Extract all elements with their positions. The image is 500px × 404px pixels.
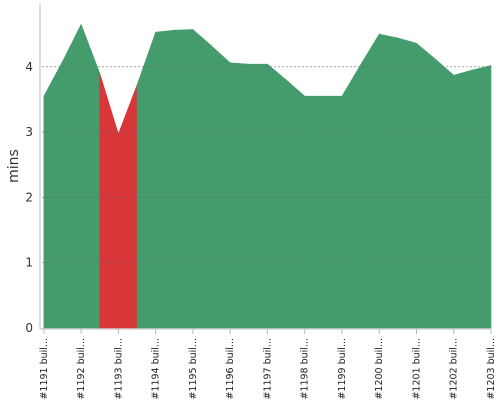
x-tick-label: #1198 buil... [300, 338, 311, 400]
area-segment-pass [304, 95, 324, 329]
y-axis-label: mins [6, 149, 22, 183]
area-segment-pass [192, 28, 212, 329]
area-layer [43, 24, 492, 329]
area-segment-pass [397, 37, 417, 329]
axis-layer: 0 1 2 3 4 #1191 buil... #1192 buil... #1193 bui… [25, 4, 497, 400]
area-segment-pass [453, 69, 473, 329]
area-segment-pass [229, 62, 250, 329]
area-segment-pass [341, 63, 361, 329]
x-tick-label: #1192 buil... [76, 338, 87, 400]
x-tick-label: #1203 buil... [486, 338, 497, 400]
x-tick-label: #1202 buil... [449, 338, 460, 400]
area-segment-pass [43, 61, 63, 329]
area-segment-pass [267, 63, 287, 329]
y-tick-label: 3 [25, 125, 33, 139]
area-segment-pass [136, 32, 156, 329]
area-segment-pass [416, 42, 436, 329]
area-segment-pass [155, 29, 175, 329]
area-segment-pass [472, 65, 492, 329]
x-tick-label: #1193 buil... [113, 338, 124, 400]
area-segment-fail [118, 84, 138, 329]
x-tick-label: #1195 buil... [188, 338, 199, 400]
y-tick-label: 0 [25, 321, 33, 335]
x-tick-label: #1194 buil... [151, 338, 162, 400]
area-segment-pass [173, 29, 194, 329]
x-tick-label: #1197 buil... [262, 338, 273, 400]
area-segment-pass [248, 63, 268, 329]
area-segment-pass [323, 95, 343, 329]
y-tick-label: 1 [25, 256, 33, 270]
area-segment-pass [360, 33, 380, 329]
area-segment-fail [99, 73, 119, 329]
x-tick-label: #1201 buil... [411, 338, 422, 400]
x-tick-label: #1191 buil... [39, 338, 50, 400]
y-tick-label: 4 [25, 60, 33, 74]
x-tick-label: #1200 buil... [374, 338, 385, 400]
x-tick-label: #1196 buil... [225, 338, 236, 400]
y-tick-label: 2 [25, 190, 33, 204]
area-segment-pass [285, 79, 305, 329]
area-segment-pass [211, 45, 231, 329]
area-segment-pass [62, 24, 82, 329]
area-segment-pass [80, 24, 101, 329]
area-segment-pass [378, 33, 399, 329]
x-tick-label: #1199 buil... [337, 338, 348, 400]
area-segment-pass [434, 58, 455, 329]
